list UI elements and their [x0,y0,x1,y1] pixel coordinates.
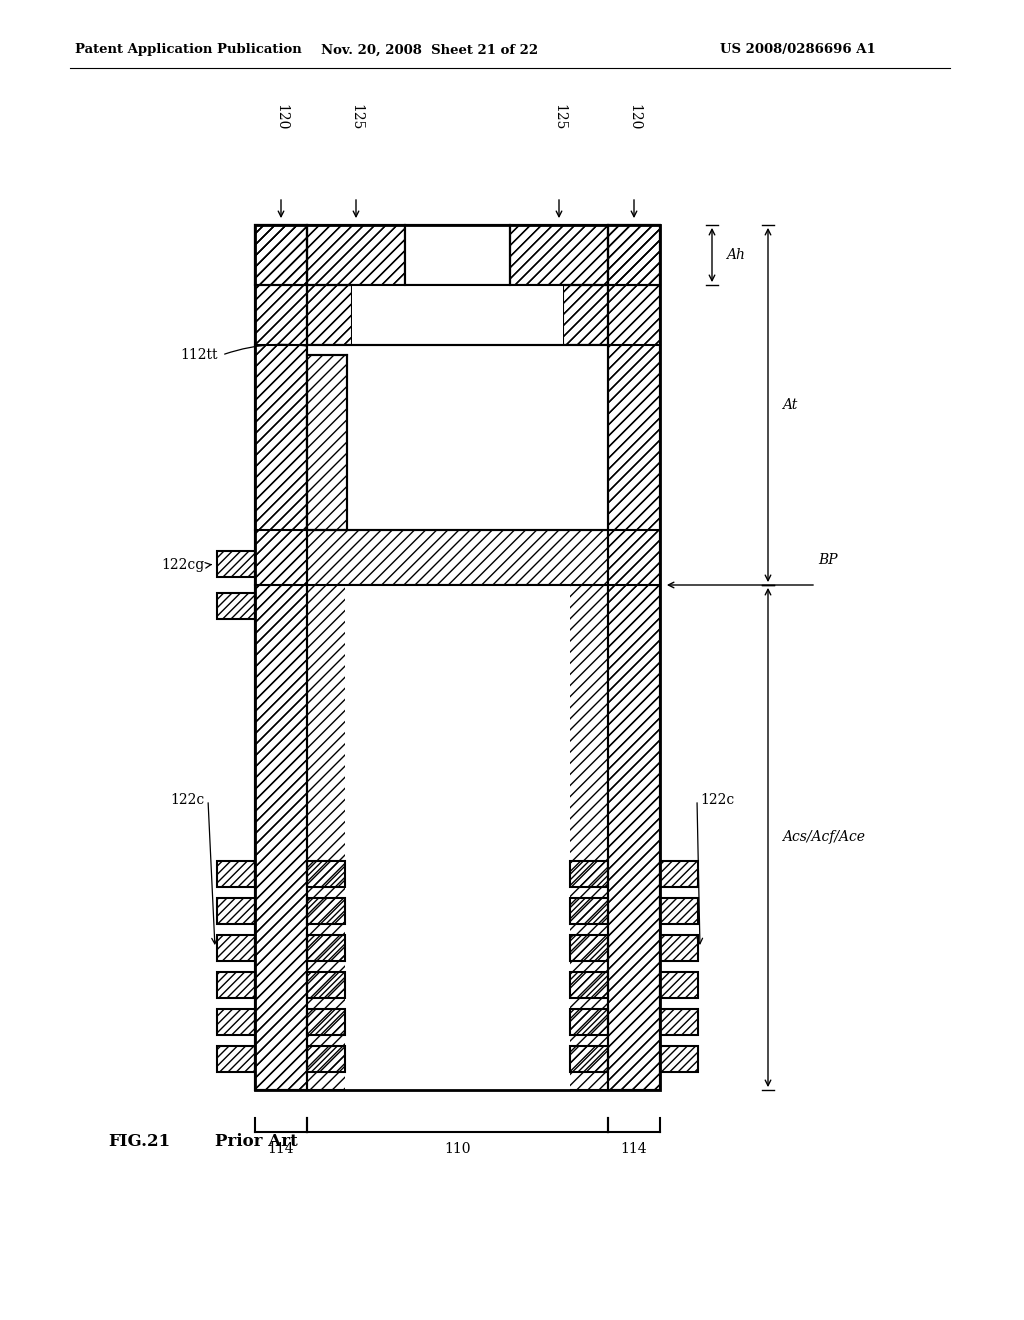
Bar [217,1045,255,1072]
Bar [660,1045,698,1072]
Text: BP: BP [818,553,838,568]
Bar [660,972,698,998]
Bar [255,224,307,285]
Bar [307,1008,345,1035]
Text: 120: 120 [627,104,641,129]
Text: 110: 110 [444,1142,471,1156]
Bar [406,224,510,285]
Bar [563,285,608,345]
Bar [307,345,608,531]
Text: Prior Art: Prior Art [215,1134,298,1151]
Bar [217,861,255,887]
Bar [217,935,255,961]
Bar [307,935,345,961]
Text: 122c: 122c [171,793,205,807]
Text: Nov. 20, 2008  Sheet 21 of 22: Nov. 20, 2008 Sheet 21 of 22 [322,44,539,57]
Bar [350,585,565,1090]
Text: Ah: Ah [726,248,744,261]
Text: Acs/Acf/Ace: Acs/Acf/Ace [782,830,865,845]
Bar [660,935,698,961]
Bar [352,285,563,345]
Bar [217,1008,255,1035]
Bar [255,224,660,1090]
Bar [255,224,660,1090]
Bar [608,224,660,285]
Bar [307,1045,345,1072]
Bar [660,898,698,924]
Text: 120: 120 [274,104,288,129]
Bar [307,345,608,531]
Text: At: At [782,399,798,412]
Bar [570,861,608,887]
Bar [570,935,608,961]
Text: 112tt: 112tt [180,348,218,362]
Bar [217,898,255,924]
Bar [307,972,345,998]
Bar [660,861,698,887]
Text: 114: 114 [267,1142,294,1156]
Text: 114: 114 [621,1142,647,1156]
Bar [307,224,406,285]
Bar [217,593,255,619]
Bar [217,550,255,577]
Bar [307,285,352,345]
Bar [570,972,608,998]
Text: US 2008/0286696 A1: US 2008/0286696 A1 [720,44,876,57]
Bar [307,861,345,887]
Bar [570,898,608,924]
Text: Patent Application Publication: Patent Application Publication [75,44,302,57]
Bar [307,898,345,924]
Text: 122cg: 122cg [162,558,205,572]
Bar [345,585,570,1090]
Bar [307,355,347,531]
Text: 125: 125 [349,104,362,129]
Bar [570,1045,608,1072]
Bar [608,224,660,1090]
Bar [570,1008,608,1035]
Bar [217,972,255,998]
Text: FIG.21: FIG.21 [108,1134,170,1151]
Text: 125: 125 [552,104,566,129]
Bar [660,1008,698,1035]
Text: 122c: 122c [700,793,734,807]
Bar [510,224,608,285]
Bar [255,224,307,1090]
